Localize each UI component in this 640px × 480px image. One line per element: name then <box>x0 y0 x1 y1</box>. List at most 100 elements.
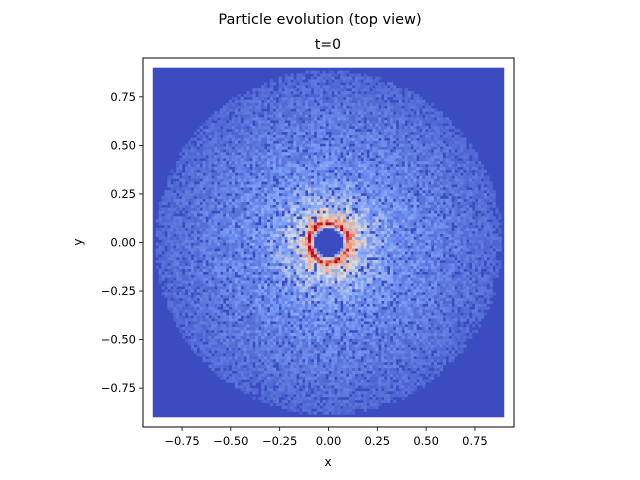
heatmap-cell <box>223 350 227 354</box>
heatmap-cell <box>316 274 321 278</box>
heatmap-cell <box>269 332 274 337</box>
heatmap-cell <box>255 280 259 284</box>
heatmap-cell <box>469 332 473 337</box>
heatmap-cell <box>486 262 490 267</box>
heatmap-cell <box>322 411 326 415</box>
heatmap-cell <box>398 300 403 304</box>
heatmap-cell <box>474 306 479 310</box>
heatmap-cell <box>454 294 458 299</box>
heatmap-cell <box>308 315 312 319</box>
heatmap-cell <box>308 274 312 278</box>
heatmap-cell <box>436 347 441 351</box>
heatmap-cell <box>319 324 323 328</box>
heatmap-cell <box>439 303 444 307</box>
heatmap-cell <box>337 385 341 389</box>
heatmap-cell <box>334 353 338 357</box>
heatmap-cell <box>299 245 303 249</box>
heatmap-cell <box>255 265 259 270</box>
heatmap-cell <box>428 294 432 299</box>
heatmap-cell <box>237 233 241 237</box>
heatmap-cell <box>310 329 315 334</box>
heatmap-cell <box>395 318 400 322</box>
heatmap-cell <box>360 344 364 348</box>
heatmap-cell <box>167 259 171 264</box>
heatmap-cell <box>433 233 438 237</box>
heatmap-cell <box>351 361 356 366</box>
heatmap-cell <box>349 347 353 351</box>
heatmap-cell <box>372 347 376 351</box>
heatmap-cell <box>228 318 233 322</box>
heatmap-cell <box>331 338 335 342</box>
heatmap-cell <box>448 332 452 337</box>
heatmap-cell <box>243 271 247 275</box>
heatmap-cell <box>428 239 432 243</box>
heatmap-cell <box>208 300 212 304</box>
heatmap-cell <box>287 347 291 351</box>
heatmap-cell <box>237 271 241 275</box>
heatmap-cell <box>381 254 385 258</box>
heatmap-cell <box>158 274 162 278</box>
heatmap-cell <box>264 353 268 357</box>
heatmap-cell <box>199 303 203 307</box>
heatmap-cell <box>316 309 321 313</box>
heatmap-cell <box>217 338 221 342</box>
heatmap-cell <box>454 280 458 284</box>
heatmap-cell <box>252 388 256 392</box>
heatmap-cell <box>381 359 385 363</box>
heatmap-cell <box>299 248 303 252</box>
heatmap-cell <box>390 373 394 377</box>
heatmap-cell <box>240 376 244 380</box>
heatmap-cell <box>480 297 485 302</box>
heatmap-cell <box>275 329 280 334</box>
heatmap-cell <box>322 289 326 293</box>
heatmap-cell <box>252 356 256 360</box>
heatmap-cell <box>266 379 271 383</box>
heatmap-cell <box>349 359 353 363</box>
heatmap-cell <box>220 367 224 371</box>
heatmap-cell <box>474 309 479 313</box>
heatmap-cell <box>381 274 385 278</box>
heatmap-cell <box>463 254 467 258</box>
heatmap-cell <box>363 283 367 287</box>
heatmap-cell <box>363 326 367 331</box>
heatmap-cell <box>214 289 218 293</box>
heatmap-cell <box>354 312 359 316</box>
heatmap-cell <box>214 370 218 374</box>
heatmap-cell <box>249 259 253 264</box>
heatmap-cell <box>287 329 291 334</box>
heatmap-cell <box>416 338 420 342</box>
heatmap-cell <box>428 350 432 354</box>
heatmap-cell <box>278 338 282 342</box>
heatmap-cell <box>272 233 277 237</box>
heatmap-cell <box>325 359 329 363</box>
heatmap-cell <box>363 245 367 249</box>
heatmap-cell <box>255 388 259 392</box>
heatmap-cell <box>299 370 303 374</box>
heatmap-cell <box>431 347 435 351</box>
heatmap-cell <box>299 405 303 409</box>
heatmap-cell <box>384 254 388 258</box>
heatmap-cell <box>428 379 432 383</box>
heatmap-cell <box>331 318 335 322</box>
heatmap-cell <box>422 259 426 264</box>
heatmap-cell <box>170 303 174 307</box>
heatmap-cell <box>187 324 192 328</box>
heatmap-cell <box>351 338 356 342</box>
heatmap-cell <box>187 303 192 307</box>
heatmap-cell <box>196 306 200 310</box>
heatmap-cell <box>337 251 341 255</box>
heatmap-cell <box>208 359 212 363</box>
heatmap-cell <box>439 280 444 284</box>
heatmap-cell <box>433 324 438 328</box>
heatmap-cell <box>293 280 297 284</box>
heatmap-cell <box>439 367 444 371</box>
heatmap-cell <box>331 370 335 374</box>
heatmap-cell <box>349 300 353 304</box>
heatmap-cell <box>463 294 467 299</box>
heatmap-cell <box>176 324 180 328</box>
heatmap-cell <box>413 353 417 357</box>
heatmap-cell <box>275 309 280 313</box>
heatmap-cell <box>287 233 291 237</box>
heatmap-cell <box>176 242 180 246</box>
heatmap-cell <box>199 233 203 237</box>
